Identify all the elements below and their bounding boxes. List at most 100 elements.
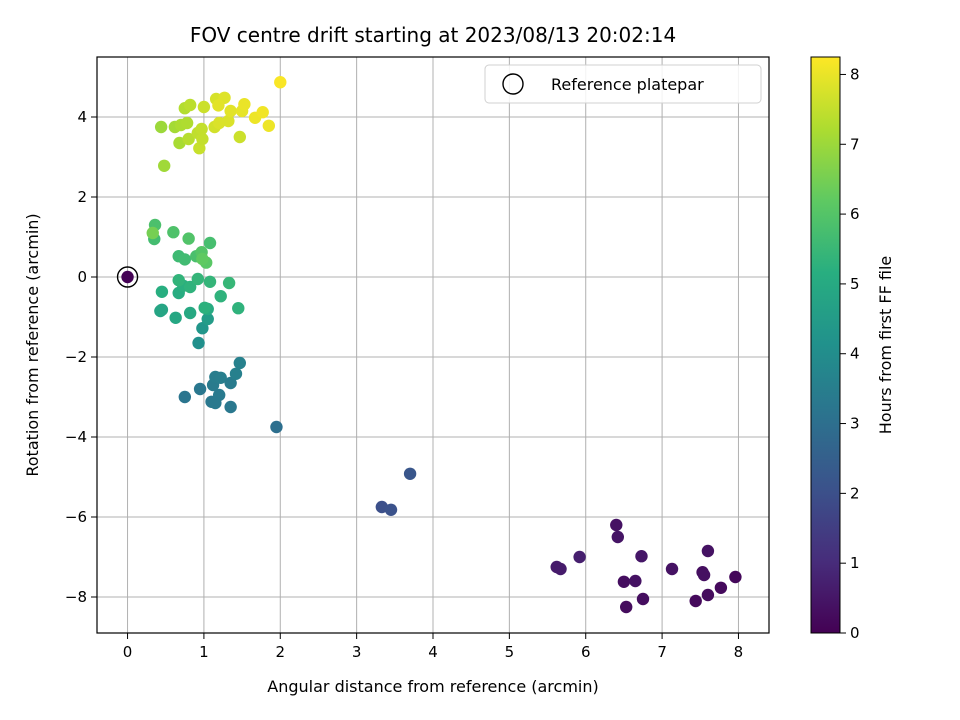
- colorbar-tick-label: 5: [850, 275, 860, 293]
- data-points: [116, 76, 742, 614]
- legend-box: [484, 64, 762, 104]
- data-point: [229, 367, 243, 380]
- data-point: [262, 119, 276, 132]
- data-point: [203, 275, 217, 288]
- legend-entry-label: Reference platepar: [551, 75, 704, 94]
- colorbar-tick-label: 3: [850, 415, 860, 433]
- data-point: [573, 550, 586, 564]
- y-tick-label: 4: [77, 108, 87, 126]
- colorbar-tick-label: 2: [850, 484, 860, 502]
- x-tick-label: 8: [734, 643, 744, 661]
- data-point: [729, 570, 742, 584]
- data-point: [154, 120, 168, 134]
- y-tick-label: 2: [77, 188, 87, 206]
- data-point: [172, 274, 185, 287]
- data-point: [620, 600, 633, 614]
- data-point: [233, 356, 246, 370]
- data-point: [212, 388, 226, 402]
- data-point: [192, 336, 205, 350]
- colorbar-frame: [810, 56, 841, 634]
- x-tick-label: 1: [199, 643, 209, 661]
- data-point: [403, 467, 417, 480]
- colorbar-tick-label: 0: [850, 624, 860, 642]
- data-point: [182, 232, 195, 245]
- data-point: [191, 272, 204, 286]
- data-point: [610, 518, 623, 532]
- data-point: [665, 562, 679, 576]
- x-tick-label: 5: [505, 643, 515, 661]
- data-point: [180, 116, 194, 130]
- data-point: [238, 98, 251, 111]
- data-point: [224, 400, 237, 414]
- data-point: [617, 575, 631, 588]
- data-point: [714, 581, 728, 594]
- data-point: [636, 592, 650, 606]
- data-point: [212, 99, 225, 112]
- colorbar-tick-label: 1: [850, 554, 860, 572]
- y-tick-label: −2: [65, 348, 87, 366]
- x-tick-label: 3: [352, 643, 362, 661]
- colorbar-tick-label: 6: [850, 205, 860, 223]
- data-point: [197, 100, 211, 114]
- data-point: [701, 588, 715, 602]
- data-point: [224, 104, 237, 118]
- data-point: [274, 76, 287, 89]
- x-tick-label: 4: [428, 643, 438, 661]
- colorbar-ticks: 0 1 2 3 4 5 6 7 8: [840, 65, 860, 642]
- y-tick-label: −4: [65, 428, 87, 446]
- data-point: [384, 503, 398, 516]
- data-point: [155, 303, 169, 316]
- data-point: [195, 122, 208, 136]
- data-point: [222, 276, 236, 290]
- data-point: [196, 322, 209, 335]
- data-point: [155, 285, 169, 298]
- data-point: [203, 236, 217, 250]
- data-point: [178, 253, 192, 266]
- data-point: [222, 114, 235, 128]
- data-point: [554, 562, 567, 576]
- y-axis-ticks: −8 −6 −4 −2 0 2 4: [65, 108, 97, 606]
- data-point: [183, 306, 197, 320]
- data-point: [233, 130, 246, 144]
- y-axis-label: Rotation from reference (arcmin): [23, 213, 42, 476]
- colorbar-tick-label: 4: [850, 345, 860, 363]
- data-point: [182, 132, 195, 146]
- data-point: [701, 544, 715, 558]
- data-point: [689, 594, 702, 608]
- data-point: [224, 376, 237, 390]
- data-point: [214, 371, 227, 384]
- x-tick-label: 2: [275, 643, 285, 661]
- data-point: [629, 574, 642, 588]
- data-point: [697, 568, 711, 582]
- data-point: [232, 302, 245, 315]
- x-tick-label: 7: [657, 643, 667, 661]
- colorbar-label: Hours from first FF file: [876, 256, 895, 435]
- x-axis-label: Angular distance from reference (arcmin): [267, 677, 598, 696]
- legend-reference-marker: [502, 73, 524, 95]
- data-point: [214, 290, 227, 303]
- x-axis-ticks: 0 1 2 3 4 5 6 7 8: [123, 633, 743, 661]
- x-tick-label: 6: [581, 643, 591, 661]
- data-point: [183, 280, 197, 294]
- x-tick-label: 0: [123, 643, 133, 661]
- colorbar-tick-label: 8: [850, 65, 860, 83]
- data-point: [178, 390, 192, 404]
- data-point: [169, 311, 182, 324]
- reference-platepar-marker: [116, 266, 139, 288]
- data-point: [146, 226, 159, 240]
- y-tick-label: −6: [65, 508, 87, 526]
- data-point: [196, 132, 209, 146]
- data-point: [167, 226, 180, 239]
- data-point: [196, 252, 209, 266]
- data-point: [158, 159, 171, 172]
- grid-lines: [97, 57, 769, 633]
- y-tick-label: −8: [65, 588, 87, 606]
- colorbar-gradient: [811, 57, 840, 633]
- data-point: [635, 550, 648, 563]
- data-point: [183, 98, 197, 112]
- colorbar-tick-label: 7: [850, 135, 860, 153]
- data-point: [256, 106, 269, 119]
- data-point: [201, 312, 214, 326]
- data-point: [198, 301, 211, 314]
